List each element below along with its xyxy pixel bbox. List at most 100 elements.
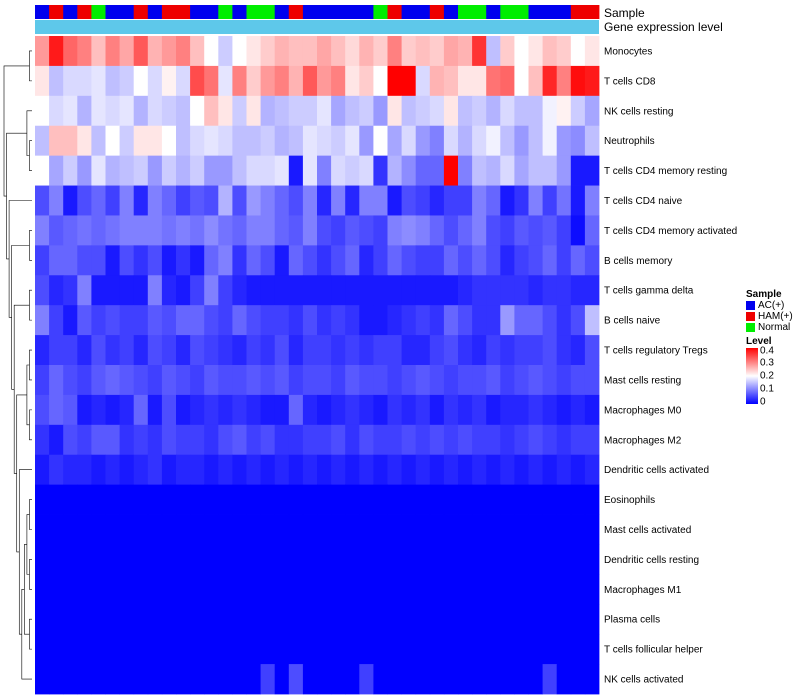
- level-legend-title: Level: [746, 336, 772, 347]
- heatmap-cell: [204, 185, 219, 216]
- heatmap-cell: [486, 125, 501, 157]
- heatmap-cell: [317, 664, 332, 695]
- heatmap-cell: [35, 514, 50, 545]
- heatmap-cell: [274, 604, 290, 635]
- heatmap-cell: [317, 185, 332, 216]
- heatmap-cell: [528, 65, 543, 97]
- heatmap-cell: [415, 454, 431, 486]
- heatmap-cell: [429, 365, 445, 396]
- heatmap-cell: [472, 664, 487, 695]
- row-label: B cells naive: [604, 316, 661, 327]
- row-label: T cells CD4 memory resting: [604, 166, 727, 177]
- heatmap-cell: [204, 305, 219, 336]
- heatmap-cell: [302, 125, 318, 157]
- heatmap-cell: [35, 574, 50, 605]
- heatmap-cell: [260, 215, 276, 246]
- heatmap-cell: [331, 275, 346, 306]
- heatmap-cell: [190, 604, 205, 635]
- heatmap-cell: [176, 95, 191, 127]
- heatmap-cell: [288, 664, 304, 695]
- heatmap-cell: [190, 305, 205, 336]
- sample-annotation-cell: [443, 5, 459, 19]
- sample-annotation-cell: [133, 5, 149, 19]
- heatmap-cell: [119, 394, 135, 426]
- heatmap-cell: [472, 365, 487, 396]
- heatmap-cell: [443, 574, 459, 605]
- heatmap-cell: [443, 394, 459, 426]
- heatmap-cell: [486, 275, 501, 306]
- heatmap-cell: [91, 574, 106, 605]
- heatmap-cell: [373, 394, 388, 426]
- heatmap-cell: [147, 454, 163, 486]
- heatmap-cell: [288, 424, 304, 456]
- heatmap-cell: [443, 454, 459, 486]
- heatmap-cell: [317, 484, 332, 515]
- heatmap-cell: [133, 65, 149, 97]
- heatmap-cell: [161, 215, 177, 246]
- heatmap-cell: [204, 95, 219, 127]
- sample-annotation-cell: [302, 5, 318, 19]
- heatmap-cell: [105, 125, 120, 157]
- heatmap-cell: [401, 305, 417, 336]
- sample-annotation-cell: [387, 5, 402, 19]
- heatmap-cell: [133, 155, 149, 186]
- heatmap-cell: [63, 305, 78, 336]
- heatmap-cell: [119, 634, 135, 665]
- heatmap-cell: [584, 664, 600, 695]
- heatmap-cell: [528, 454, 543, 486]
- heatmap-cell: [190, 275, 205, 306]
- heatmap-cell: [190, 634, 205, 665]
- heatmap-cell: [232, 125, 247, 157]
- sample-annotation-cell: [373, 5, 388, 19]
- heatmap-cell: [556, 125, 572, 157]
- heatmap-cell: [218, 245, 233, 276]
- heatmap-cell: [542, 424, 558, 456]
- heatmap-cell: [288, 365, 304, 396]
- heatmap-cell: [514, 634, 529, 665]
- heatmap-cell: [387, 95, 402, 127]
- heatmap-cell: [161, 634, 177, 665]
- sample-annotation-cell: [514, 5, 529, 19]
- heatmap-cell: [486, 634, 501, 665]
- heatmap-cell: [288, 544, 304, 575]
- heatmap-cell: [345, 544, 360, 575]
- level-legend: Level 0.4 0.3 0.2 0.1 0: [746, 336, 798, 408]
- heatmap-cell: [260, 365, 276, 396]
- sample-annotation-cell: [331, 5, 346, 19]
- heatmap-cell: [190, 664, 205, 695]
- heatmap-cell: [345, 215, 360, 246]
- heatmap-cell: [190, 36, 205, 67]
- heatmap-cell: [218, 365, 233, 396]
- heatmap-cell: [570, 155, 586, 186]
- heatmap-cell: [429, 335, 445, 366]
- heatmap-cell: [373, 365, 388, 396]
- heatmap-cell: [218, 125, 233, 157]
- heatmap-cell: [161, 574, 177, 605]
- heatmap-cell: [429, 484, 445, 515]
- row-label: Macrophages M0: [604, 405, 682, 416]
- heatmap-cell: [302, 365, 318, 396]
- heatmap-cell: [274, 394, 290, 426]
- heatmap-cell: [401, 65, 417, 97]
- heatmap-cell: [161, 275, 177, 306]
- heatmap-cell: [63, 365, 78, 396]
- heatmap-cell: [204, 634, 219, 665]
- heatmap-cell: [91, 275, 106, 306]
- heatmap-cell: [105, 544, 120, 575]
- heatmap-cell: [218, 634, 233, 665]
- heatmap-cell: [584, 155, 600, 186]
- heatmap-cell: [472, 634, 487, 665]
- heatmap-cell: [274, 155, 290, 186]
- heatmap-cell: [35, 454, 50, 486]
- heatmap-cell: [472, 245, 487, 276]
- heatmap-cell: [359, 245, 374, 276]
- sample-annotation-cell: [176, 5, 191, 19]
- heatmap-cell: [359, 544, 374, 575]
- heatmap-cell: [472, 95, 487, 127]
- heatmap-cell: [415, 574, 431, 605]
- heatmap-cell: [288, 484, 304, 515]
- heatmap-cell: [387, 125, 402, 157]
- heatmap-cell: [288, 514, 304, 545]
- heatmap-cell: [415, 514, 431, 545]
- heatmap-cell: [387, 365, 402, 396]
